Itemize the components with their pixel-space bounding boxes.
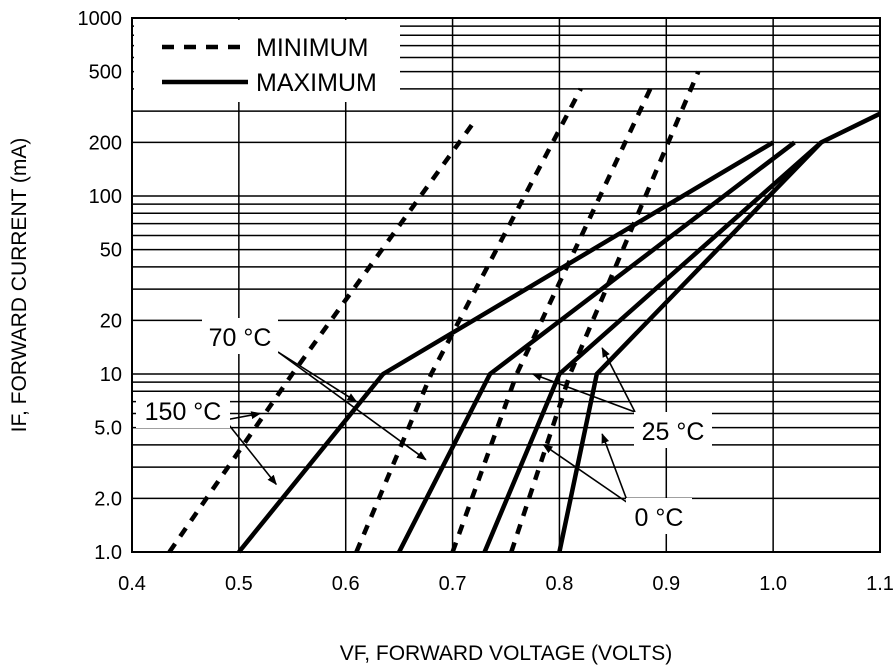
x-tick-label: 0.8 [546,573,574,595]
legend-label: MAXIMUM [256,69,377,97]
y-tick-label: 50 [100,240,122,262]
minimum-curve [511,72,698,552]
temperature-label: 25 °C [642,418,705,446]
y-tick-label: 2.0 [94,488,122,510]
annotation-arrow [278,352,426,460]
temperature-label: 70 °C [209,324,272,352]
legend-label: MINIMUM [256,34,368,62]
y-tick-label: 200 [89,132,122,154]
y-tick-label: 20 [100,310,122,332]
x-tick-label: 1.0 [759,573,787,595]
y-tick-label: 1.0 [94,542,122,564]
y-tick-label: 500 [89,62,122,84]
y-axis-title: IF, FORWARD CURRENT (mA) [8,138,31,433]
y-tick-label: 10 [100,364,122,386]
temperature-label: 0 °C [635,504,684,532]
x-tick-label: 0.6 [332,573,360,595]
y-tick-label: 1000 [78,8,123,30]
x-tick-label: 0.9 [652,573,680,595]
x-tick-label: 0.4 [118,573,146,595]
x-tick-label: 0.7 [439,573,467,595]
annotation-arrow [225,413,260,420]
y-tick-label: 100 [89,186,122,208]
temperature-label: 150 °C [145,398,222,426]
x-tick-labels: 0.4 0.5 0.6 0.7 0.8 0.9 1.0 1.1 [118,573,894,595]
x-tick-label: 1.1 [866,573,894,595]
y-tick-label: 5.0 [94,418,122,440]
y-tick-labels: 1.0 2.0 5.0 10 20 50 100 200 500 1000 [78,8,123,564]
legend: MINIMUM MAXIMUM [134,20,400,102]
x-tick-label: 0.5 [225,573,253,595]
x-axis-title: VF, FORWARD VOLTAGE (VOLTS) [340,642,673,665]
annotation-arrow [543,445,628,503]
annotation-arrow [225,420,276,484]
